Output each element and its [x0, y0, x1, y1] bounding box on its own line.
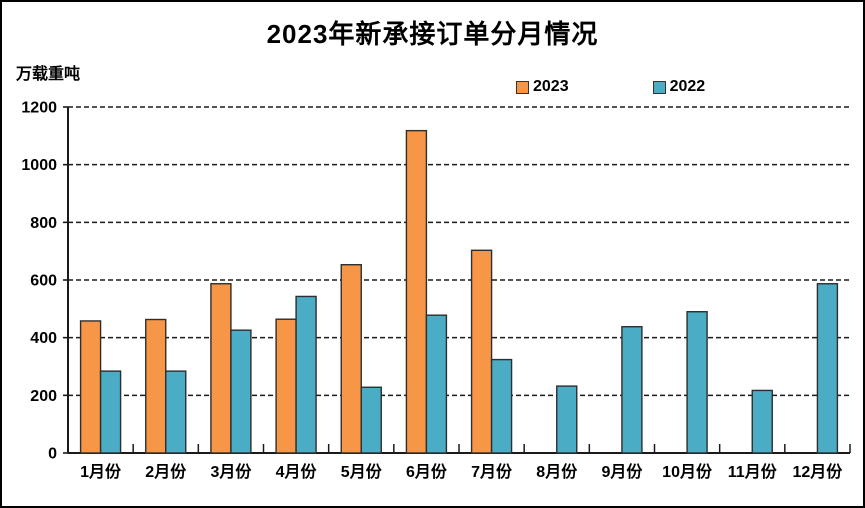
- y-axis-unit-label: 万载重吨: [16, 66, 81, 83]
- legend-label-2023: 2023: [533, 78, 569, 95]
- bar-2023-3月份: [210, 283, 232, 454]
- x-category-label-1月份: 1月份: [80, 462, 122, 481]
- bar-2023-6月份: [405, 129, 428, 454]
- bar-2022-9月份: [621, 326, 643, 454]
- chart-title: 2023年新承接订单分月情况: [266, 19, 599, 49]
- x-category-label-3月份: 3月份: [210, 462, 252, 481]
- x-category-label-7月份: 7月份: [471, 462, 513, 481]
- bar-2022-1月份: [99, 370, 122, 454]
- legend-swatch-2023: [516, 80, 529, 94]
- x-category-label-6月份: 6月份: [406, 462, 448, 481]
- x-category-label-9月份: 9月份: [601, 462, 643, 481]
- x-category-label-11月份: 11月份: [728, 462, 778, 481]
- x-category-label-5月份: 5月份: [341, 462, 383, 481]
- y-tick-label-600: 600: [30, 273, 57, 290]
- x-category-label-12月份: 12月份: [793, 462, 844, 481]
- y-tick-label-0: 0: [48, 446, 57, 463]
- bar-2022-11月份: [751, 389, 773, 454]
- chart-legend: 2023 2022: [516, 78, 705, 96]
- y-tick-label-200: 200: [30, 388, 57, 405]
- bar-2023-5月份: [340, 264, 362, 454]
- x-category-label-4月份: 4月份: [276, 462, 318, 481]
- bar-2022-3月份: [230, 329, 252, 454]
- x-category-label-2月份: 2月份: [145, 462, 187, 481]
- legend-swatch-2022: [652, 80, 666, 94]
- bar-2022-12月份: [816, 283, 839, 454]
- x-category-label-10月份: 10月份: [662, 462, 713, 481]
- bar-2022-5月份: [360, 386, 382, 454]
- y-tick-label-1200: 1200: [21, 100, 57, 117]
- bar-2022-4月份: [295, 295, 317, 454]
- y-tick-label-400: 400: [30, 330, 57, 347]
- bar-2022-10月份: [686, 311, 708, 454]
- bar-2022-7月份: [490, 358, 513, 454]
- bar-2022-8月份: [556, 385, 578, 454]
- y-tick-label-800: 800: [30, 215, 57, 232]
- x-category-label-8月份: 8月份: [536, 462, 578, 481]
- bar-2023-2月份: [145, 318, 167, 454]
- bar-2023-7月份: [470, 249, 493, 454]
- legend-item-2023: 2023: [516, 78, 569, 96]
- y-tick-label-1000: 1000: [21, 157, 57, 174]
- bar-2023-4月份: [275, 318, 297, 454]
- legend-label-2022: 2022: [669, 78, 706, 95]
- bar-2022-2月份: [165, 370, 187, 454]
- legend-item-2022: 2022: [652, 78, 706, 96]
- bar-2023-1月份: [79, 320, 102, 454]
- bar-2022-6月份: [425, 314, 448, 454]
